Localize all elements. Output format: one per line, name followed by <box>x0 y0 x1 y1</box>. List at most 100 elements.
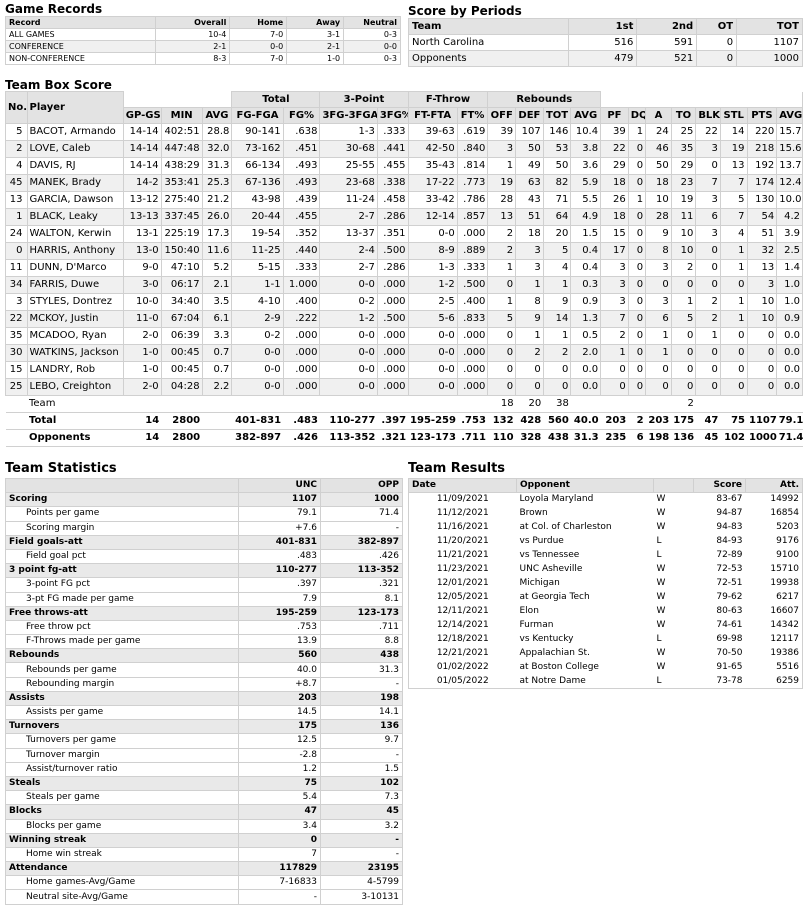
result-cell: 12/05/2021 <box>408 590 517 605</box>
opponents-row-cell: .711 <box>457 429 488 447</box>
result-cell: Appalachian St. <box>519 648 590 658</box>
team-row-cell <box>457 395 488 413</box>
result-cell: 84-93 <box>716 536 743 546</box>
player-cell: 0 <box>627 208 647 226</box>
player-cell: .000 <box>456 344 489 362</box>
player-cell: 218 <box>746 140 778 158</box>
player-cell: 1 <box>515 276 544 294</box>
player-row: 34 FARRIS, Duwe 3-0 06:17 2.1 1-1 1.000 0-0.000… <box>5 276 803 294</box>
player-cell: 39 <box>487 123 517 141</box>
player-cell: 1-2 <box>407 276 458 294</box>
player-cell: 2-7 <box>319 259 378 277</box>
game-records-cell: NON-CONFERENCE <box>5 52 156 65</box>
stat-row: Scoring margin +7.6- <box>5 520 403 536</box>
player-cell: 0 <box>627 174 647 192</box>
team-stats-col: UNC <box>238 477 321 494</box>
stat-label: Steals <box>5 775 239 792</box>
box-score-col: MIN <box>160 107 203 124</box>
stat-opp: 382-897 <box>320 534 403 550</box>
player-cell: 1-0 <box>122 361 162 379</box>
stat-label: Points per game <box>5 506 239 522</box>
stat-label: Rebounds <box>5 648 239 664</box>
game-records-col: Home <box>229 16 288 29</box>
player-cell: 1 <box>719 310 748 328</box>
team-row-cell <box>570 395 601 413</box>
total-row-cell: 1107 <box>747 412 777 430</box>
player-cell: .333 <box>282 259 321 277</box>
opponents-row-cell: 6 <box>628 429 646 447</box>
score-by-periods-col: TOT <box>736 18 803 35</box>
player-cell: 0 <box>719 276 748 294</box>
player-cell: DUNN, D'Marco <box>26 259 124 277</box>
team-row-cell <box>5 395 27 413</box>
stat-opp: 71.4 <box>320 506 403 522</box>
player-cell: .455 <box>282 208 321 226</box>
player-cell: 51 <box>515 208 544 226</box>
player-cell: 174 <box>746 174 778 192</box>
game-records-col: Record <box>5 16 156 29</box>
col-no: No. <box>5 91 28 124</box>
player-cell: 0 <box>670 361 697 379</box>
result-cell: W <box>656 620 666 630</box>
total-row-cell: 560 <box>543 412 571 430</box>
stat-label: Blocks per game <box>5 818 239 834</box>
player-cell: 0 <box>719 344 748 362</box>
player-cell: 13-1 <box>122 225 162 243</box>
player-cell: 1 <box>719 242 748 260</box>
team-row-cell <box>123 395 162 413</box>
stat-opp: 136 <box>320 719 403 735</box>
player-cell: 10 <box>746 310 778 328</box>
player-cell: 8 <box>645 242 672 260</box>
result-row: 12/14/2021 Furman W 74-61 14342 <box>408 618 803 633</box>
player-cell: 0 <box>627 276 647 294</box>
team-results-body: 11/09/2021 Loyola Maryland W 83-67 14992 11/1… <box>408 492 803 689</box>
player-cell: 0.7 <box>201 344 233 362</box>
result-cell: 5203 <box>745 520 803 535</box>
player-cell: .638 <box>282 123 321 141</box>
team-row-cell <box>408 395 458 413</box>
player-cell: 13 <box>719 157 748 175</box>
stat-label: Assist/turnover ratio <box>5 761 239 777</box>
player-cell: 6 <box>645 310 672 328</box>
player-cell: 43 <box>515 191 544 209</box>
player-cell: 1.0 <box>776 293 803 311</box>
player-cell: 9 <box>542 293 572 311</box>
player-cell: .833 <box>456 310 489 328</box>
player-cell: 0 <box>487 361 517 379</box>
result-cell: 19386 <box>745 646 803 661</box>
player-cell: 447:48 <box>160 140 203 158</box>
stat-label: Free throws-att <box>5 605 239 621</box>
player-row: 22 MCKOY, Justin 11-0 67:04 6.1 2-9.222 1-2.50… <box>5 310 803 328</box>
stat-opp: - <box>320 832 403 848</box>
player-cell: LANDRY, Rob <box>26 361 124 379</box>
result-row: 11/16/2021 at Col. of Charleston W 94-83 520… <box>408 520 803 535</box>
player-cell: 3 <box>487 140 517 158</box>
total-row-cell: Total <box>27 412 124 430</box>
player-cell: 0 <box>695 361 721 379</box>
player-cell: 0.0 <box>570 378 602 396</box>
player-cell: 20-44 <box>231 208 284 226</box>
player-cell: 7 <box>719 174 748 192</box>
player-cell: .333 <box>456 259 489 277</box>
stat-unc: 110-277 <box>238 563 321 579</box>
stat-category-row: Free throws-att 195-259 123-173 <box>5 605 403 621</box>
opponents-row-cell: 110 <box>487 429 516 447</box>
player-cell: 0.3 <box>570 276 602 294</box>
player-cell: 82 <box>542 174 572 192</box>
player-cell: 0 <box>627 310 647 328</box>
player-cell: 3.6 <box>570 157 602 175</box>
result-cell: 11/20/2021 <box>408 534 517 549</box>
player-cell: 2 <box>5 140 28 158</box>
player-cell: 0-0 <box>319 344 378 362</box>
player-cell: 49 <box>515 157 544 175</box>
game-records-cell: 0-3 <box>343 28 401 41</box>
stat-row: Assist/turnover ratio 1.2 1.5 <box>5 761 403 777</box>
player-cell: .840 <box>456 140 489 158</box>
total-row-cell: 132 <box>487 412 516 430</box>
score-by-periods-title: Score by Periods <box>408 4 522 18</box>
player-cell: 0 <box>542 378 572 396</box>
result-cell: 12/01/2021 <box>408 576 517 591</box>
player-cell: 220 <box>746 123 778 141</box>
player-cell: 3 <box>515 242 544 260</box>
result-cell: 9176 <box>745 534 803 549</box>
